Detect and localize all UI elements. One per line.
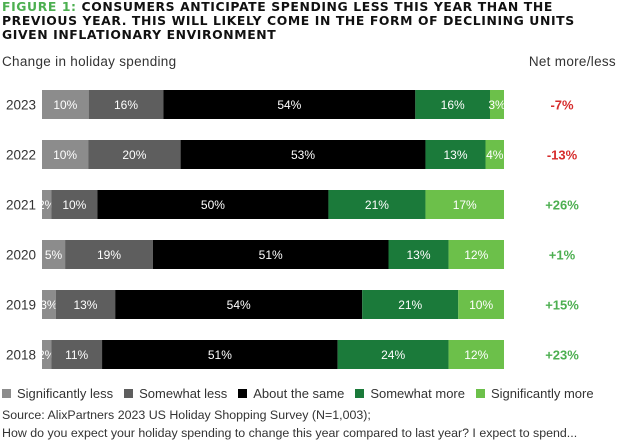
data-label-about-the-same-2020: 51% (259, 248, 283, 262)
bar-somewhat-more-2018 (337, 340, 449, 369)
bar-somewhat-less-2018 (51, 340, 103, 369)
net-value-2022: -13% (547, 148, 578, 163)
legend-label-significantly-less: Significantly less (17, 386, 114, 401)
legend-item-somewhat-less: Somewhat less (124, 386, 227, 401)
data-label-significantly-less-2023: 10% (53, 98, 77, 112)
legend-swatch-somewhat-less (124, 389, 134, 398)
bar-about-the-same-2022 (180, 140, 426, 169)
bar-significantly-more-2021 (425, 190, 504, 219)
legend-item-significantly-more: Significantly more (475, 386, 594, 401)
data-label-somewhat-less-2022: 20% (122, 148, 146, 162)
data-label-significantly-more-2022: 4% (486, 148, 504, 162)
bar-about-the-same-2023 (163, 90, 416, 119)
bar-somewhat-less-2019 (55, 290, 116, 319)
data-label-somewhat-less-2023: 16% (114, 98, 138, 112)
source-note: Source: AlixPartners 2023 US Holiday Sho… (2, 406, 622, 442)
data-label-significantly-more-2019: 10% (469, 298, 493, 312)
bar-somewhat-more-2020 (388, 240, 449, 269)
data-label-somewhat-more-2018: 24% (381, 348, 405, 362)
data-label-somewhat-less-2020: 19% (97, 248, 121, 262)
data-label-about-the-same-2021: 50% (201, 198, 225, 212)
bar-significantly-less-2019 (42, 290, 56, 319)
bar-significantly-less-2020 (42, 240, 66, 269)
legend-swatch-somewhat-more (355, 389, 365, 398)
data-label-significantly-more-2021: 17% (453, 198, 477, 212)
bar-somewhat-less-2023 (88, 90, 164, 119)
net-value-2020: +1% (549, 248, 576, 263)
net-value-2018: +23% (545, 348, 579, 363)
data-label-about-the-same-2019: 54% (227, 298, 251, 312)
data-label-significantly-less-2018: 2% (38, 348, 56, 362)
right-column-header: Net more/less (528, 54, 616, 69)
data-label-significantly-more-2023: 3% (488, 98, 506, 112)
net-value-2021: +26% (545, 198, 579, 213)
bar-significantly-more-2018 (448, 340, 504, 369)
category-label-2020: 2020 (6, 248, 36, 263)
bar-about-the-same-2021 (97, 190, 329, 219)
data-label-somewhat-more-2022: 13% (443, 148, 467, 162)
bar-significantly-less-2021 (42, 190, 52, 219)
data-label-somewhat-less-2021: 10% (62, 198, 86, 212)
bar-about-the-same-2019 (115, 290, 363, 319)
figure-label: FIGURE 1: (2, 0, 77, 14)
category-label-2021: 2021 (6, 198, 36, 213)
bar-significantly-more-2022 (485, 140, 504, 169)
data-label-somewhat-more-2019: 21% (398, 298, 422, 312)
bar-somewhat-less-2020 (65, 240, 153, 269)
data-label-somewhat-less-2019: 13% (73, 298, 97, 312)
data-label-somewhat-more-2020: 13% (407, 248, 431, 262)
source-line-2: How do you expect your holiday spending … (2, 426, 578, 440)
legend-item-somewhat-more: Somewhat more (355, 386, 465, 401)
legend-item-significantly-less: Significantly less (2, 386, 113, 401)
legend-swatch-significantly-less (2, 389, 11, 398)
title-text: CONSUMERS ANTICIPATE SPENDING LESS THIS … (2, 0, 575, 42)
net-value-2023: -7% (550, 98, 574, 113)
bar-somewhat-less-2022 (88, 140, 181, 169)
legend-label-about-the-same: About the same (253, 386, 345, 401)
net-value-2019: +15% (545, 298, 579, 313)
legend-swatch-significantly-more (475, 389, 485, 398)
legend-label-somewhat-more: Somewhat more (370, 386, 465, 401)
bar-significantly-less-2018 (42, 340, 52, 369)
bar-significantly-more-2020 (448, 240, 504, 269)
stacked-bar-chart: 2023 10% 16% 54% 16% 3% -7% 2022 10% 20% 53% 13% 4% -… (6, 90, 579, 369)
data-label-significantly-more-2020: 12% (464, 248, 488, 262)
bar-significantly-more-2019 (458, 290, 504, 319)
bar-somewhat-more-2022 (425, 140, 486, 169)
bar-about-the-same-2020 (152, 240, 389, 269)
bar-somewhat-more-2021 (328, 190, 426, 219)
legend-item-about-the-same: About the same (238, 386, 344, 401)
bar-somewhat-more-2023 (415, 90, 490, 119)
source-line-1: Source: AlixPartners 2023 US Holiday Sho… (2, 408, 371, 422)
data-label-about-the-same-2022: 53% (291, 148, 315, 162)
bar-significantly-less-2022 (42, 140, 89, 169)
bar-somewhat-more-2019 (362, 290, 459, 319)
data-label-significantly-less-2021: 2% (38, 198, 56, 212)
data-label-significantly-less-2019: 3% (40, 298, 58, 312)
bar-significantly-more-2023 (490, 90, 504, 119)
legend-swatch-about-the-same (238, 389, 248, 398)
left-column-header: Change in holiday spending (2, 54, 177, 69)
category-label-2018: 2018 (6, 348, 36, 363)
category-label-2023: 2023 (6, 98, 36, 113)
chart-title: FIGURE 1: CONSUMERS ANTICIPATE SPENDING … (2, 0, 620, 42)
data-label-significantly-less-2020: 5% (45, 248, 63, 262)
category-label-2022: 2022 (6, 148, 36, 163)
data-label-somewhat-less-2018: 11% (65, 348, 88, 362)
bar-somewhat-less-2021 (51, 190, 98, 219)
data-label-significantly-less-2022: 10% (53, 148, 77, 162)
bar-significantly-less-2023 (42, 90, 89, 119)
data-label-significantly-more-2018: 12% (464, 348, 488, 362)
data-label-about-the-same-2023: 54% (277, 98, 301, 112)
data-label-somewhat-more-2023: 16% (441, 98, 465, 112)
bar-about-the-same-2018 (102, 340, 338, 369)
legend-label-somewhat-less: Somewhat less (139, 386, 228, 401)
category-label-2019: 2019 (6, 298, 36, 313)
data-label-somewhat-more-2021: 21% (365, 198, 389, 212)
legend-label-significantly-more: Significantly more (490, 386, 594, 401)
data-label-about-the-same-2018: 51% (208, 348, 232, 362)
legend: Significantly less Somewhat less About the… (2, 386, 605, 401)
